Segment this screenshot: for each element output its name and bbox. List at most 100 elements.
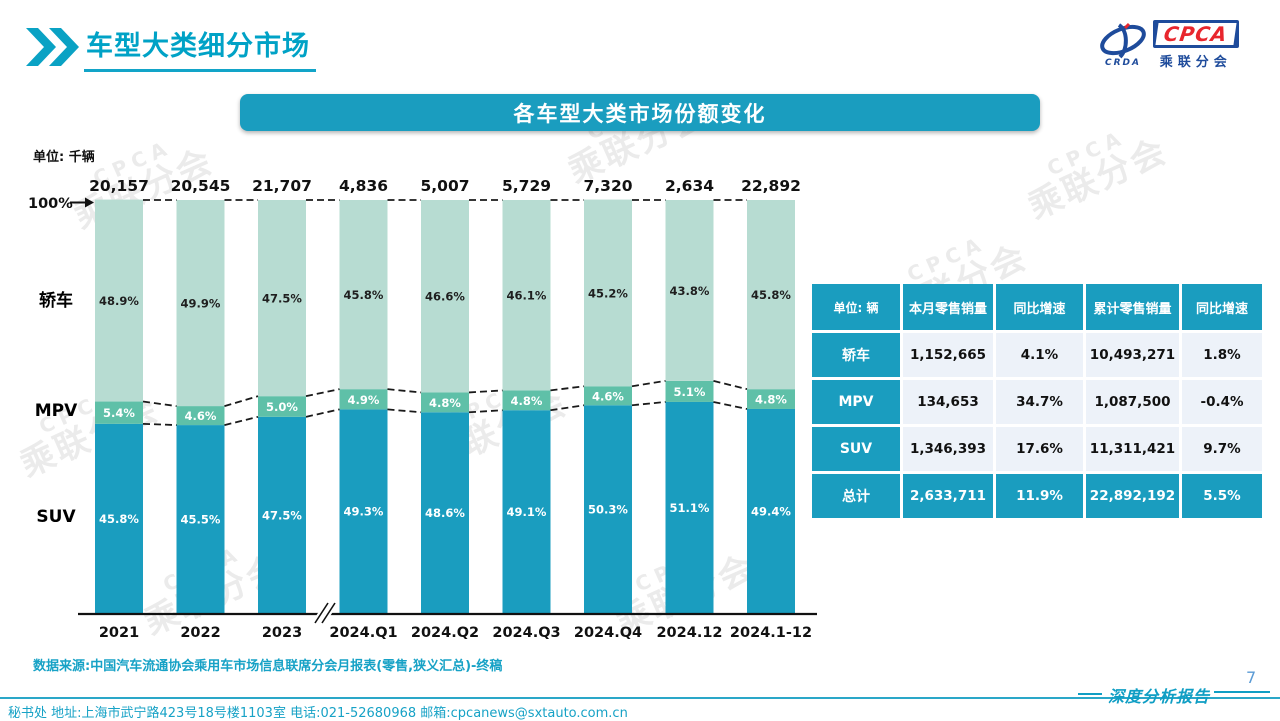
axis-break-mark	[321, 602, 336, 624]
table-header-col-2: 同比增速	[996, 284, 1083, 330]
cpca-brand-box: CPCA	[1153, 20, 1239, 48]
table-cell-总计-3: 5.5%	[1182, 474, 1262, 518]
boundary-dashed-connector	[631, 380, 666, 388]
bar-segment-2024.Q1-轿车	[339, 200, 388, 390]
report-label-left-dash	[1078, 693, 1102, 695]
segment-share-label: 45.2%	[588, 286, 628, 300]
bar-segment-2022-轿车	[176, 200, 225, 407]
x-axis-label: 2024.Q4	[574, 625, 642, 641]
series-side-label-SUV: SUV	[36, 507, 76, 527]
bar-total-label: 20,545	[171, 177, 231, 195]
bar-segment-2024.1-12-轿车	[747, 200, 795, 390]
page-number: 7	[1246, 668, 1257, 687]
bar-segment-2022-MPV	[176, 406, 225, 426]
bar-total-label: 4,836	[339, 177, 388, 195]
bar-segment-2024.Q3-轿车	[502, 200, 551, 391]
segment-share-label: 51.1%	[670, 501, 710, 515]
segment-share-label: 49.3%	[344, 505, 384, 519]
table-cell-MPV-2: 1,087,500	[1086, 380, 1179, 424]
boundary-dashed-connector	[550, 385, 585, 392]
x-axis-label: 2024.Q2	[411, 625, 479, 641]
table-cell-SUV-2: 11,311,421	[1086, 427, 1179, 471]
chart-unit-label: 单位: 千辆	[33, 150, 95, 165]
boundary-dashed-connector	[387, 388, 422, 394]
segment-share-label: 4.6%	[592, 389, 624, 403]
table-header-col-1: 本月零售销量	[903, 284, 993, 330]
segment-share-label: 45.8%	[344, 288, 384, 302]
x-axis-label: 2024.12	[656, 625, 722, 641]
hundred-percent-label: 100%	[28, 196, 73, 212]
x-axis-label: 2024.Q1	[329, 625, 397, 641]
cpca-swoosh-icon	[1100, 22, 1146, 59]
bar-total-label: 20,157	[89, 177, 149, 195]
bar-segment-2023-轿车	[258, 200, 306, 397]
bar-segment-2024.Q2-SUV	[421, 412, 469, 613]
table-cell-SUV-3: 9.7%	[1182, 427, 1262, 471]
segment-share-label: 4.8%	[755, 393, 787, 407]
report-type-label: 深度分析报告	[1108, 687, 1211, 706]
stacked-bar-chart: 45.8% 5.4% 48.9% 20,157 2021 45.5% 4.6% 49.9% 20…	[28, 177, 817, 641]
boundary-dashed-connector	[387, 408, 422, 414]
bar-segment-2024.Q2-MPV	[421, 392, 469, 413]
segment-share-label: 4.8%	[429, 396, 461, 410]
x-axis-label: 2023	[262, 625, 302, 641]
segment-share-label: 49.1%	[507, 505, 547, 519]
boundary-dashed-connector	[305, 408, 340, 418]
bar-segment-2024.1-12-SUV	[747, 408, 795, 613]
table-row-label-总计: 总计	[812, 474, 900, 518]
bar-total-label: 21,707	[252, 177, 312, 195]
bar-segment-2024.12-轿车	[665, 200, 714, 381]
boundary-dashed-connector	[713, 380, 748, 391]
segment-share-label: 48.9%	[99, 294, 139, 308]
segment-share-label: 45.8%	[751, 288, 791, 302]
segment-share-label: 4.6%	[185, 409, 217, 423]
segment-share-label: 46.1%	[507, 289, 547, 303]
hundred-percent-arrow-head	[85, 197, 94, 208]
data-source-note: 数据来源:中国汽车流通协会乘用车市场信息联席分会月报表(零售,狭义汇总)-终稿	[33, 659, 503, 674]
x-axis-label: 2022	[180, 625, 220, 641]
page-title: 车型大类细分市场	[84, 24, 316, 72]
series-side-label-轿车: 轿车	[39, 290, 73, 311]
table-row-label-SUV: SUV	[812, 427, 900, 471]
boundary-dashed-connector	[713, 401, 748, 410]
bar-segment-2024.Q3-SUV	[502, 410, 551, 613]
cpca-logo-left: CRDA	[1098, 22, 1148, 68]
table-cell-总计-1: 11.9%	[996, 474, 1083, 518]
table-cell-总计-2: 22,892,192	[1086, 474, 1179, 518]
segment-share-label: 47.5%	[262, 292, 302, 306]
table-cell-轿车-1: 4.1%	[996, 333, 1083, 377]
boundary-dashed-connector	[224, 395, 259, 407]
segment-share-label: 48.6%	[425, 506, 465, 520]
segment-share-label: 5.1%	[674, 385, 706, 399]
segment-share-label: 49.4%	[751, 504, 791, 518]
segment-share-label: 50.3%	[588, 503, 628, 517]
double-chevron-icon	[26, 28, 79, 66]
retail-sales-table: 单位: 辆本月零售销量 同比增速 累计零售销量 同比增速 轿车 1,152,665 4.1%…	[812, 284, 1262, 518]
footer-contact-info: 秘书处 地址:上海市武宁路423号18号楼1103室 电话:021-526809…	[8, 706, 628, 721]
x-axis-label: 2024.Q3	[492, 625, 560, 641]
bar-segment-2022-SUV	[176, 425, 225, 613]
segment-share-label: 43.8%	[670, 284, 710, 298]
cpca-brand-text: CPCA	[1155, 22, 1237, 46]
segment-share-label: 5.0%	[266, 400, 298, 414]
table-cell-轿车-0: 1,152,665	[903, 333, 993, 377]
bar-segment-2024.Q4-轿车	[584, 199, 632, 387]
x-axis-label: 2024.1-12	[730, 625, 812, 641]
table-cell-总计-0: 2,633,711	[903, 474, 993, 518]
cpca-logo-right: CPCA 乘联分会	[1153, 20, 1239, 70]
segment-share-label: 45.5%	[181, 513, 221, 527]
footer-divider-line	[0, 697, 1280, 699]
chart-title-banner: 各车型大类市场份额变化	[240, 94, 1040, 131]
bar-segment-2023-MPV	[258, 396, 306, 417]
boundary-dashed-connector	[468, 409, 503, 414]
table-header-col-3: 累计零售销量	[1086, 284, 1179, 330]
segment-share-label: 45.8%	[99, 512, 139, 526]
axis-break-mark	[314, 602, 329, 624]
table-cell-SUV-0: 1,346,393	[903, 427, 993, 471]
segment-share-label: 4.8%	[511, 394, 543, 408]
cpca-logo: CRDA CPCA 乘联分会	[1098, 20, 1239, 70]
bar-segment-2021-SUV	[95, 423, 143, 613]
bar-segment-2024.12-SUV	[665, 401, 714, 613]
bar-total-label: 22,892	[741, 177, 801, 195]
bar-segment-2024.Q1-MPV	[339, 389, 388, 410]
